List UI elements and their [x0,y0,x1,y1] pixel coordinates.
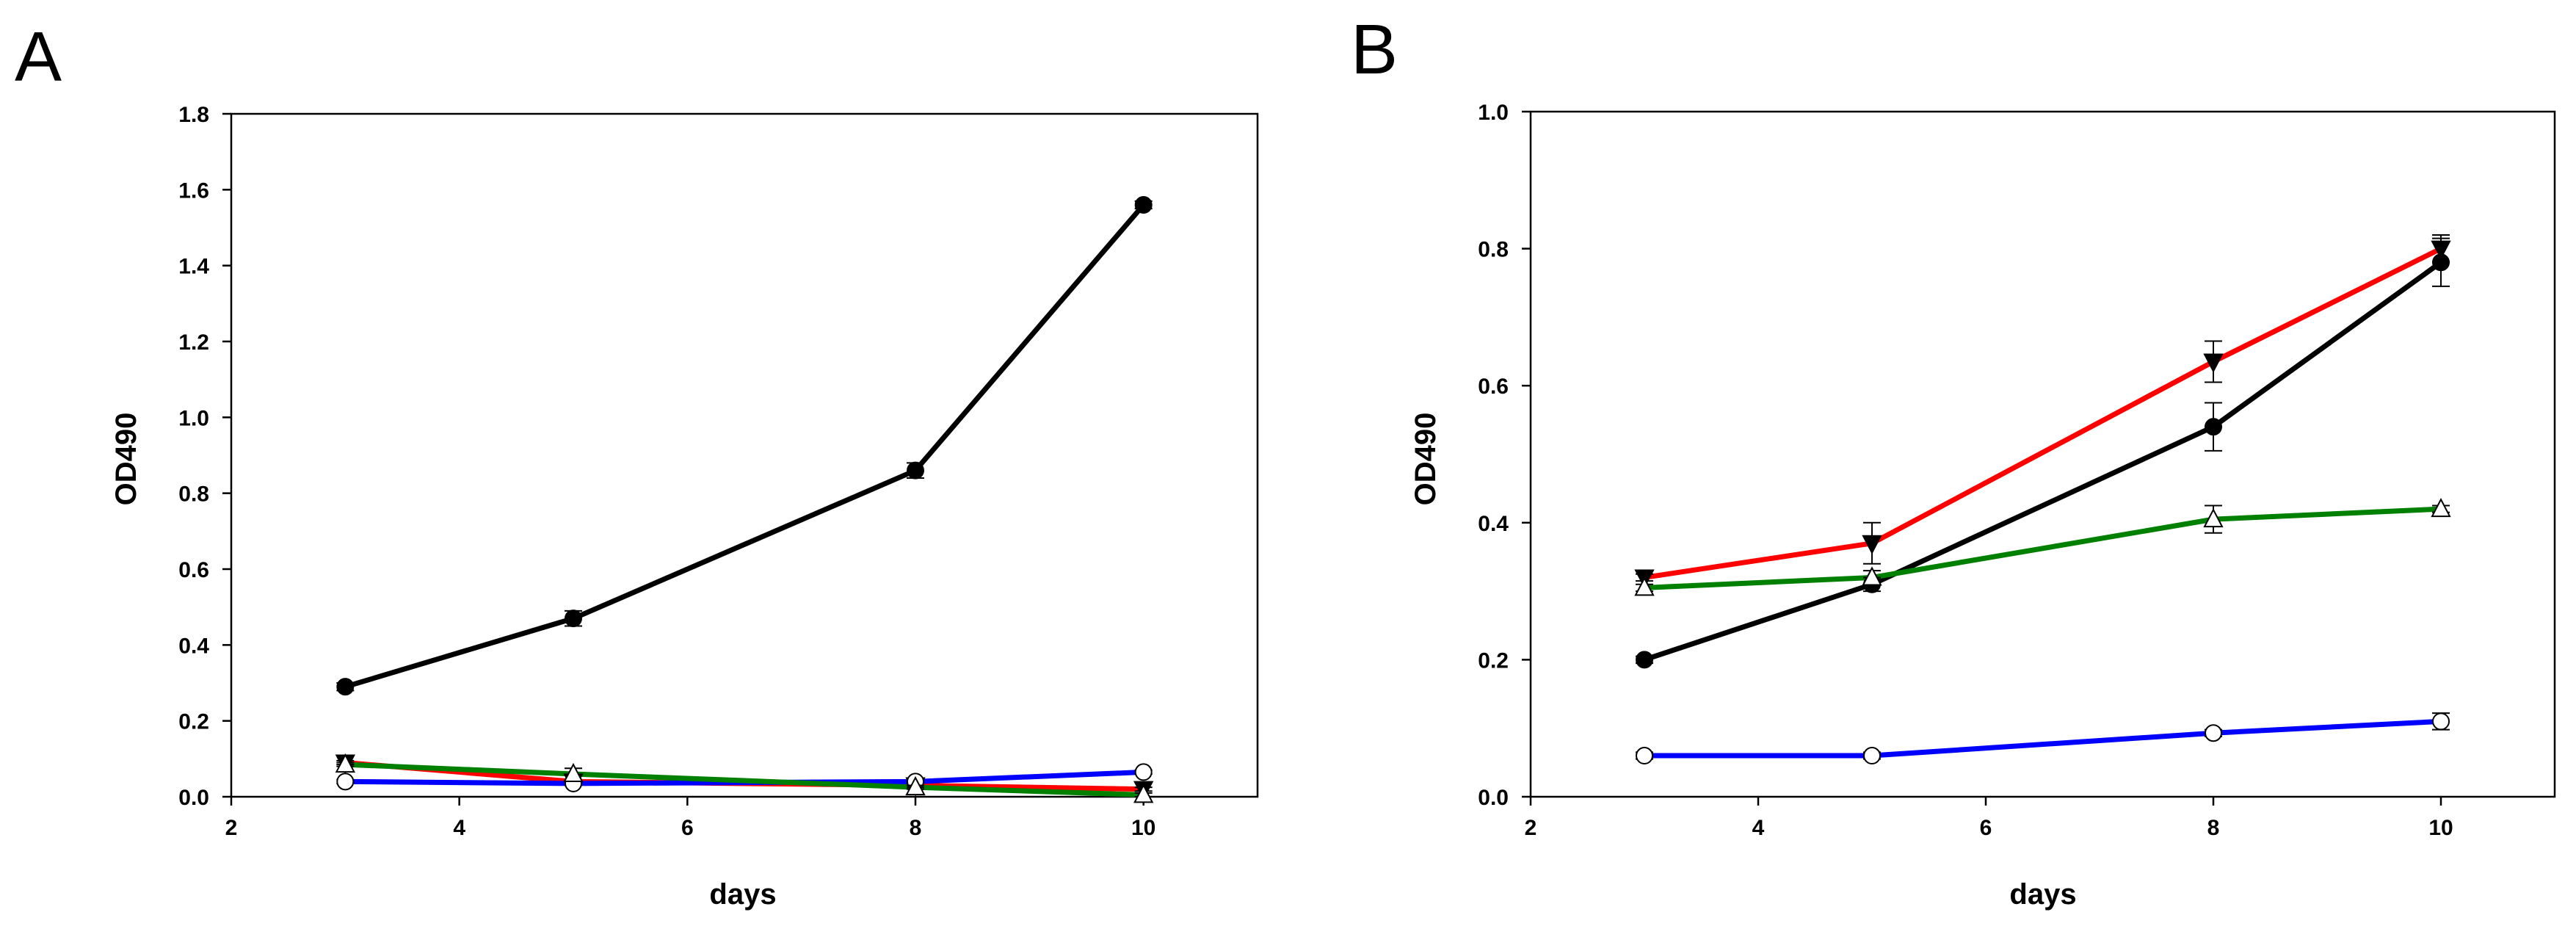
panel-b-letter: B [1351,10,1398,89]
panel-a-point-black-filled-circle [1134,196,1153,214]
panel-b-point-blue-open-circle [1863,747,1881,765]
panel-a-point-green-open-triangle [335,753,355,773]
panel-b-point-black-filled-circle [2205,418,2222,436]
panel-b-point-red-filled-triangle-down [2203,353,2224,373]
panel-b-series-line-black-filled-circle [1643,260,2443,662]
panel-b-y-tick-label: 0.8 [1478,238,1509,262]
panel-a-x-tick-label: 2 [225,816,238,840]
panel-a-point-black-filled-circle [565,610,582,628]
panel-a-y-tick-label: 1.6 [178,178,209,203]
panel-a-y-tick-label: 1.2 [178,330,209,355]
panel-b-x-tick-label: 10 [2428,816,2453,840]
panel-a-y-tick-label: 0.4 [178,634,209,658]
panel-a-y-tick-label: 0.6 [178,558,209,582]
panel-b-point-black-filled-circle [2432,253,2450,272]
panel-a-xlabel: days [709,878,776,911]
panel-b-y-tick-label: 0.0 [1478,786,1509,810]
panel-b-point-blue-open-circle [2432,712,2450,731]
panel-a-chart: days OD490 2 4 6 8 10 0.0 0.2 0.4 0.6 0.8 1.0 1.2 1.… [110,103,1259,911]
panel-b-x-tick-label: 8 [2207,816,2220,840]
panel-a-point-green-open-triangle [905,775,926,796]
panel-a-x-tick-label: 10 [1131,816,1155,840]
panel-a-point-green-open-triangle [1133,784,1154,803]
panel-b-y-tick-label: 0.6 [1478,375,1509,399]
panel-b-series-line-green-open-triangle [1644,506,2442,590]
panel-a-point-black-filled-circle [907,461,924,480]
panel-b-ylabel: OD490 [1409,413,1442,506]
panel-a-point-black-filled-circle [336,678,355,696]
panel-b-point-green-open-triangle [1634,576,1655,596]
panel-b-point-blue-open-circle [1636,747,1653,765]
panel-a-point-blue-open-circle [1134,763,1153,781]
panel-a-x-tick-label: 8 [910,816,922,840]
panel-a-y-tick-label: 1.0 [178,406,209,430]
panel-b-y-tick-label: 1.0 [1478,101,1509,125]
panel-b-xlabel: days [2009,878,2076,911]
panel-a-letter: A [15,18,62,96]
panel-a-x-tick-label: 4 [453,816,465,840]
panel-a-y-tick-label: 0.2 [178,710,209,734]
panel-a-point-green-open-triangle [563,762,584,782]
panel-b-series-line-blue-open-circle [1644,718,2442,759]
panel-a-series-line-green-open-triangle [345,762,1144,797]
panel-b-point-green-open-triangle [2431,497,2451,518]
panel-a-x-tick-label: 6 [681,816,694,840]
panel-b-point-red-filled-triangle-down [1862,535,1882,554]
panel-b-point-green-open-triangle [1862,566,1882,586]
panel-a-plot-frame [230,112,1259,798]
panel-b-x-tick-label: 4 [1752,816,1765,840]
panel-b-point-blue-open-circle [2205,724,2222,742]
panel-b-x-tick-label: 6 [1980,816,1992,840]
panel-b-y-tick-label: 0.2 [1478,648,1509,673]
panel-b-point-black-filled-circle [1636,651,1653,669]
panel-b-series-line-red-filled-triangle-down [1644,246,2442,580]
panel-a-series-line-black-filled-circle [344,203,1146,690]
panel-a-y-tick-label: 0.0 [178,786,209,810]
panel-a-y-tick-label: 1.4 [178,255,209,279]
panel-a-y-tick-label: 0.8 [178,482,209,507]
panel-b-point-green-open-triangle [2203,507,2224,528]
panel-b-plot-frame [1529,110,2556,798]
panel-b-y-tick-label: 0.4 [1478,512,1509,536]
panel-a-y-tick-label: 1.8 [178,103,209,127]
panel-b-chart: days OD490 2 4 6 8 10 0.0 0.2 0.4 0.6 0.8 1.0 [1409,101,2556,911]
panel-b-x-tick-label: 2 [1525,816,1537,840]
panel-a-ylabel: OD490 [110,413,142,506]
panel-a-point-blue-open-circle [336,773,355,791]
